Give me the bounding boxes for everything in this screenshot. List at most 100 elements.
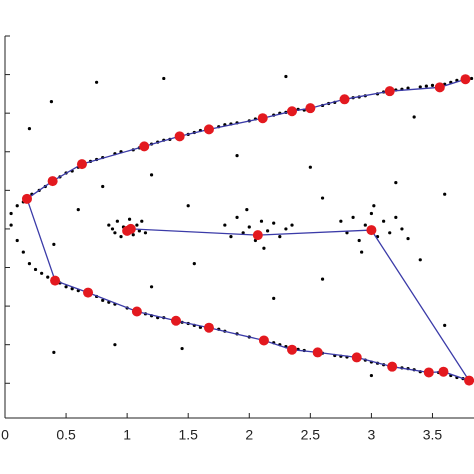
data-point [192, 262, 196, 266]
x-tick-label: 0 [1, 427, 9, 443]
graph-node [47, 176, 58, 187]
data-point [357, 238, 361, 243]
graph-node [258, 335, 269, 346]
data-point [107, 223, 111, 227]
graph-node [122, 225, 133, 236]
graph-node [50, 275, 61, 286]
data-point [113, 343, 117, 347]
x-tick-label: 1.5 [178, 427, 198, 443]
graph-node [464, 375, 474, 386]
graph-node [460, 74, 471, 85]
x-tick-label: 0.5 [56, 427, 76, 443]
data-point [180, 346, 184, 351]
graph-node [131, 306, 142, 317]
data-point [27, 262, 32, 266]
data-point [363, 223, 367, 227]
data-point [143, 231, 148, 235]
data-point [162, 76, 166, 81]
data-point [320, 277, 325, 281]
data-point [418, 258, 422, 262]
data-point [135, 223, 139, 227]
graph-node [287, 106, 298, 117]
data-point [235, 154, 239, 158]
data-point [113, 231, 117, 235]
data-point [412, 115, 416, 119]
data-point [140, 219, 144, 223]
data-point [308, 165, 312, 169]
data-point [345, 231, 349, 235]
data-point [394, 181, 398, 185]
graph-node [203, 124, 214, 135]
data-point [290, 223, 294, 227]
graph-node [174, 131, 185, 142]
data-point [418, 85, 422, 89]
data-point [247, 225, 251, 229]
graph-node [252, 230, 263, 241]
data-point [265, 229, 270, 233]
data-point [27, 127, 32, 131]
data-point [52, 242, 56, 246]
data-point [149, 285, 154, 289]
data-point [320, 196, 325, 200]
data-point [278, 235, 282, 239]
graph-node [305, 103, 316, 114]
data-point [430, 83, 435, 87]
data-point [76, 208, 80, 212]
data-point [272, 296, 276, 300]
data-point [241, 231, 245, 235]
data-point [101, 298, 105, 302]
data-point [15, 238, 19, 243]
data-point [149, 173, 154, 177]
x-tick-label: 2.5 [301, 427, 321, 443]
data-point [406, 86, 410, 90]
data-point [369, 211, 374, 216]
data-point [351, 215, 355, 219]
x-tick-label: 3 [368, 427, 376, 443]
data-point [46, 275, 50, 279]
data-point [339, 219, 343, 223]
data-point [33, 267, 38, 272]
data-point [235, 215, 239, 219]
data-point [131, 233, 135, 237]
data-point [229, 235, 233, 239]
data-point [360, 250, 364, 254]
data-point [101, 184, 105, 189]
graph-node [312, 347, 323, 358]
graph-node [83, 287, 94, 298]
data-point [49, 99, 54, 104]
graph-node [423, 367, 434, 378]
graph-node [139, 141, 150, 152]
data-point [245, 208, 249, 212]
data-point [137, 229, 141, 233]
data-point [272, 221, 276, 225]
data-point [9, 211, 13, 216]
graph-node [384, 86, 395, 97]
graph-node [366, 225, 377, 236]
data-point [52, 350, 56, 355]
data-point [424, 84, 428, 88]
data-point [64, 285, 68, 289]
x-tick-label: 2 [245, 427, 253, 443]
x-tick-label: 1 [123, 427, 131, 443]
data-point [284, 74, 288, 79]
graph-node [434, 82, 445, 93]
data-point [110, 227, 115, 231]
data-point [284, 227, 288, 231]
graph-node [21, 193, 32, 204]
data-point [40, 271, 44, 275]
graph-node [438, 366, 449, 377]
data-point [259, 219, 264, 223]
graph-node [170, 315, 181, 326]
data-point [9, 223, 13, 227]
graph-node [76, 159, 87, 170]
data-point [443, 192, 447, 196]
data-point [70, 287, 74, 291]
graph-node [257, 113, 268, 124]
data-point [21, 250, 25, 254]
graph-node [351, 352, 362, 363]
data-point [115, 219, 119, 223]
data-point [388, 231, 392, 235]
data-point [443, 323, 447, 327]
data-point [406, 236, 410, 241]
